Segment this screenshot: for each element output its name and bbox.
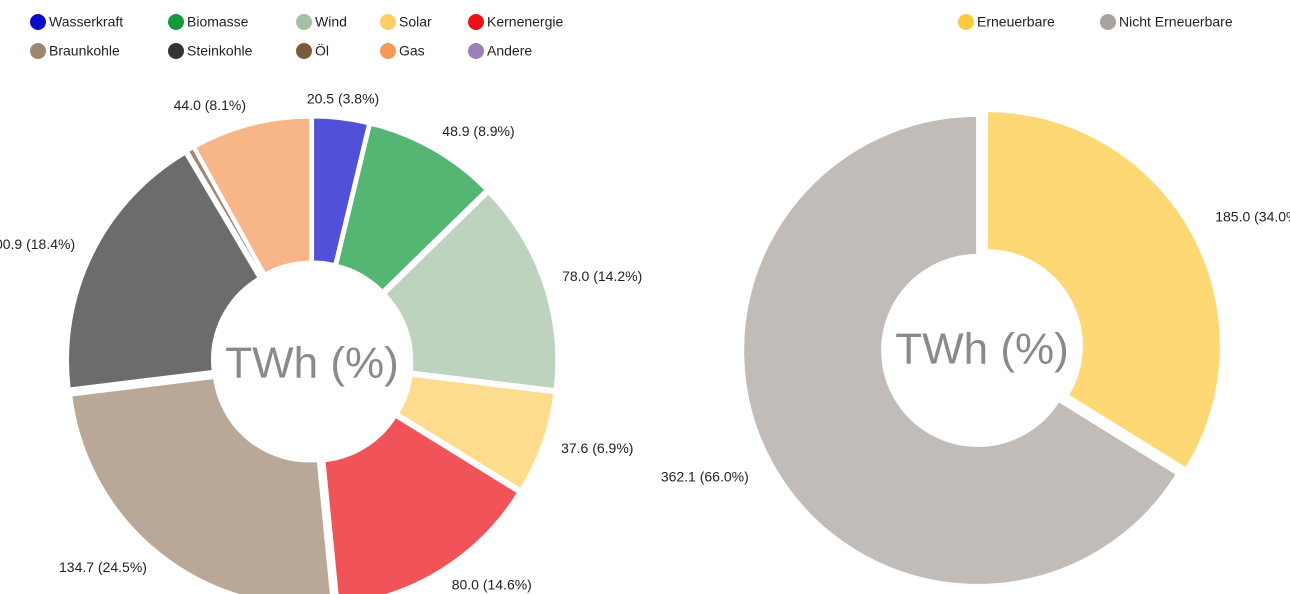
donut-slice <box>335 122 488 293</box>
data-label: 362.1 (66.0%) <box>661 469 749 485</box>
legend-swatch <box>296 14 312 30</box>
legend-label: Braunkohle <box>49 43 120 59</box>
legend-label: Gas <box>399 43 425 59</box>
center-label: TWh (%) <box>225 339 399 388</box>
legend-label: Solar <box>399 14 432 30</box>
legend-swatch <box>30 43 46 59</box>
legend-swatch <box>958 14 974 30</box>
donut-slice <box>66 151 261 391</box>
data-label: 37.6 (6.9%) <box>561 440 633 456</box>
legend-swatch <box>168 43 184 59</box>
legend-label: Kernenergie <box>487 14 563 30</box>
data-label: 44.0 (8.1%) <box>174 97 246 113</box>
data-label: 78.0 (14.2%) <box>562 268 642 284</box>
donut-slice <box>311 115 371 267</box>
legend-label: Erneuerbare <box>977 14 1055 30</box>
legend-swatch <box>296 43 312 59</box>
data-label: 100.9 (18.4%) <box>0 236 75 252</box>
legend-swatch <box>1100 14 1116 30</box>
donut-slice <box>322 414 521 594</box>
legend-swatch <box>468 14 484 30</box>
donut-slice <box>741 113 1179 587</box>
data-label: 185.0 (34.0%) <box>1215 209 1290 225</box>
legend-label: Biomasse <box>187 14 249 30</box>
donut-slice <box>69 375 333 594</box>
data-label: 80.0 (14.6%) <box>452 577 532 593</box>
legend-swatch <box>380 14 396 30</box>
legend-label: Wind <box>315 14 347 30</box>
data-label: 48.9 (8.9%) <box>442 123 514 139</box>
legend-label: Nicht Erneuerbare <box>1119 14 1233 30</box>
data-label: 20.5 (3.8%) <box>307 91 379 107</box>
legend-label: Steinkohle <box>187 43 253 59</box>
legend-swatch <box>380 43 396 59</box>
legend-swatch <box>168 14 184 30</box>
legend-label: Wasserkraft <box>49 14 123 30</box>
legend-label: Öl <box>315 42 329 59</box>
donut-slice <box>984 109 1223 471</box>
center-label: TWh (%) <box>895 325 1069 374</box>
data-label: 134.7 (24.5%) <box>59 559 147 575</box>
legend-swatch <box>30 14 46 30</box>
legend-swatch <box>468 43 484 59</box>
legend-label: Andere <box>487 43 532 59</box>
donut-slice <box>396 373 557 492</box>
donut-slice <box>383 191 559 392</box>
